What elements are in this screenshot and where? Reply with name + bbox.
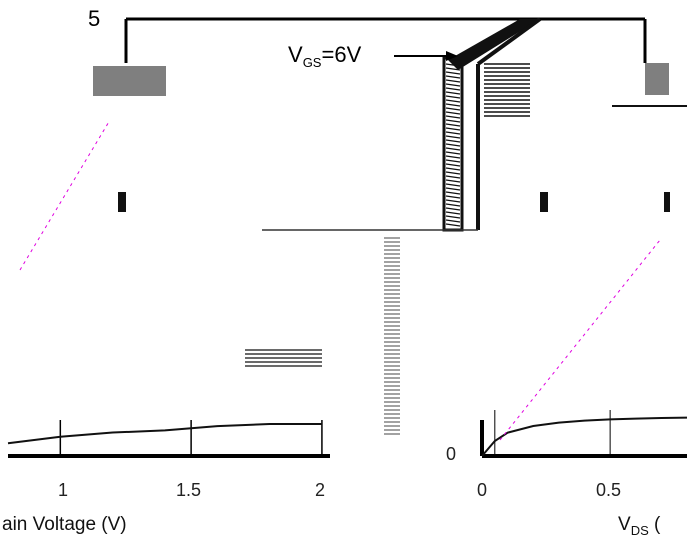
right-x-tick-1: 0 [477,480,488,500]
hatch-line [445,131,461,135]
right-x-axis-label-unit: ( [648,514,661,535]
hatch-line [445,155,461,159]
hatch-line [445,63,461,67]
left-x-axis-label: ain Voltage (V) [2,514,127,535]
vgs-annotation-sub: GS [302,55,322,70]
right-y-tick-0: 0 [446,444,457,464]
magenta-trace-right [499,239,661,441]
hatch-line [445,203,461,207]
hatch-line [445,219,461,223]
hatch-line [445,67,461,71]
hatch-line [445,179,461,183]
left-x-tick-2: 1.5 [176,480,202,500]
hatch-line [445,75,461,79]
vgs-annotation-value: =6V [321,42,362,67]
left-series-line [7,423,322,445]
hatch-line [445,207,461,211]
hatch-line [445,135,461,139]
hatch-line [445,83,461,87]
hatch-line [445,191,461,195]
left-grid [59,420,323,456]
inset-stripes [118,63,687,435]
hatch-line [445,123,461,127]
hatch-line [445,223,461,227]
marker-block-mid [540,192,548,212]
right-x-axis-label-main: V [618,514,631,535]
hatch-line [445,211,461,215]
zoom-band-hatch [445,63,461,227]
hatch-line [445,183,461,187]
left-x-tick-1: 1 [58,480,69,500]
magenta-traces [19,119,661,441]
right-x-axis-label-sub: DS [630,523,649,538]
right-x-tick-2: 0.5 [596,480,622,500]
hatch-line [445,175,461,179]
right-grid [494,410,611,456]
vgs-annotation-main: V [288,42,303,67]
hatch-line [445,127,461,131]
hatch-line [445,115,461,119]
hatch-line [445,143,461,147]
hatch-line [445,79,461,83]
top-label: 5 [88,6,101,31]
hatch-line [445,119,461,123]
hatch-line [445,87,461,91]
hatch-line [445,199,461,203]
hatch-line [445,147,461,151]
hatch-line [445,163,461,167]
legend-box-right [645,63,669,95]
hatch-line [445,91,461,95]
hatch-line [445,195,461,199]
right-series-line [481,416,687,457]
vgs-annotation: VGS=6V [288,42,361,70]
hatch-line [445,139,461,143]
hatch-line [445,167,461,171]
marker-block-left [118,192,126,212]
hatch-line [445,107,461,111]
hatch-line [445,187,461,191]
hatch-line [445,95,461,99]
right-x-axis-label: VDS ( [618,514,660,538]
zoom-band-diagonal [448,19,540,70]
hatch-line [445,71,461,75]
magenta-trace-left [19,119,111,271]
annotation-arrow-head [446,51,458,61]
left-x-tick-3: 2 [315,480,326,500]
hatch-line [445,215,461,219]
hatch-line [445,151,461,155]
legend-box-left [93,66,166,96]
zoom-band-right-diag [476,17,542,66]
hatch-line [445,159,461,163]
hatch-line [445,171,461,175]
hatch-line [445,111,461,115]
hatch-line [445,99,461,103]
marker-block-right [664,192,670,212]
hatch-line [445,103,461,107]
